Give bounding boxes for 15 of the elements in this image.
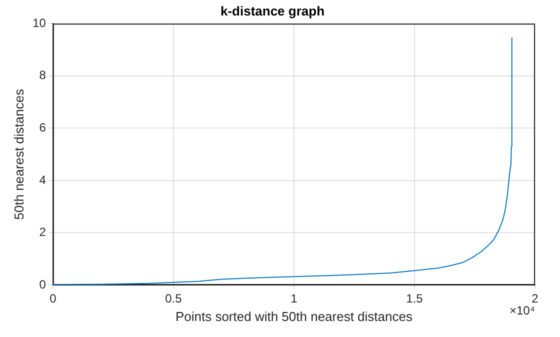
x-tick-label: 1.5 <box>406 292 424 306</box>
y-axis-title: 50th nearest distances <box>11 88 26 220</box>
x-tick-label: 1 <box>290 292 298 306</box>
y-tick-label: 2 <box>39 225 46 240</box>
x-tick-label: 2 <box>532 292 539 306</box>
y-tick-label: 6 <box>39 120 46 134</box>
x-tick-label: 0 <box>50 292 57 306</box>
y-tick-label: 0 <box>39 277 46 292</box>
x-axis-title: Points sorted with 50th nearest distances <box>175 308 413 324</box>
y-tick-label: 4 <box>39 172 46 187</box>
chart-title: k-distance graph <box>220 3 325 18</box>
y-tick-label: 10 <box>32 16 46 30</box>
y-tick-label: 8 <box>39 68 46 82</box>
x-tick-label: 0.5 <box>165 292 182 306</box>
text: ×10⁴ <box>509 303 535 318</box>
